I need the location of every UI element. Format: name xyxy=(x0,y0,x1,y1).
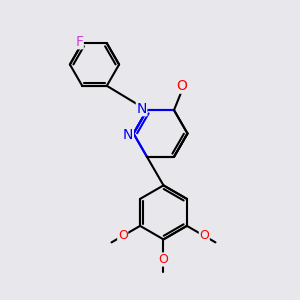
Text: N: N xyxy=(136,102,147,116)
Text: O: O xyxy=(200,230,209,242)
Text: F: F xyxy=(75,35,83,49)
Text: O: O xyxy=(118,230,128,242)
Text: N: N xyxy=(123,128,133,142)
Text: O: O xyxy=(159,253,168,266)
Text: O: O xyxy=(176,79,187,93)
